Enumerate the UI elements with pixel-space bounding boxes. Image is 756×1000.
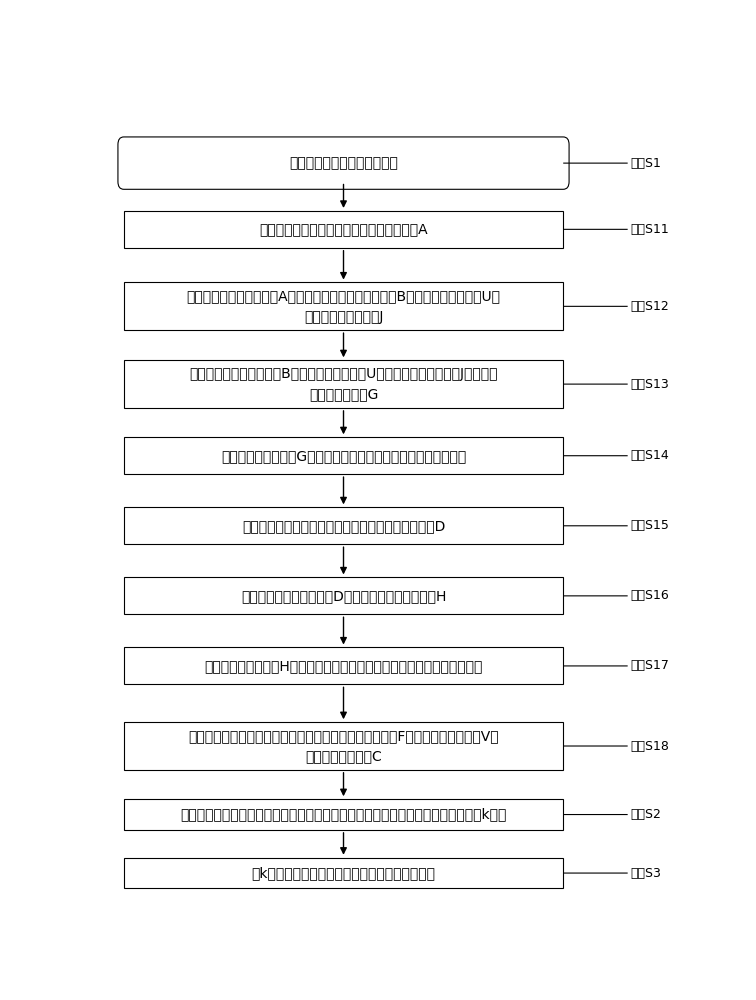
Text: 循环执行一稳态自由进动序列: 循环执行一稳态自由进动序列 [289,156,398,170]
Text: 步骤S18: 步骤S18 [631,740,670,753]
Text: 步骤S1: 步骤S1 [631,157,662,170]
Text: 步骤S17: 步骤S17 [631,659,670,672]
FancyBboxPatch shape [124,799,563,830]
FancyBboxPatch shape [118,137,569,189]
Text: 步骤S15: 步骤S15 [631,519,670,532]
FancyBboxPatch shape [124,577,563,614]
FancyBboxPatch shape [124,722,563,770]
Text: 施加激发脉冲，同时施加第一层面选择梯度A: 施加激发脉冲，同时施加第一层面选择梯度A [259,222,428,236]
Text: 步骤S2: 步骤S2 [631,808,662,821]
Text: 对k空间的数据进行傅里叶变换，得到磁共振图像: 对k空间的数据进行傅里叶变换，得到磁共振图像 [252,866,435,880]
FancyBboxPatch shape [124,211,563,248]
Text: 采集得到回波平移信号之后，施加第三层面选择梯度D: 采集得到回波平移信号之后，施加第三层面选择梯度D [242,519,445,533]
Text: 利用循环执行稳态自由进动序列得到的回波平移信号和时间反转稳态进动信号填充k空间: 利用循环执行稳态自由进动序列得到的回波平移信号和时间反转稳态进动信号填充k空间 [181,808,507,822]
Text: 在施加第二读出梯度H的同时采集磁共振信号，得到时间反转稳态进动信号: 在施加第二读出梯度H的同时采集磁共振信号，得到时间反转稳态进动信号 [204,659,482,673]
FancyBboxPatch shape [124,282,563,330]
Text: 步骤S3: 步骤S3 [631,867,662,880]
FancyBboxPatch shape [124,647,563,684]
Text: 步骤S14: 步骤S14 [631,449,669,462]
Text: 在施加第一层面选择梯度A之后，施加第二层面选择梯度B、第一相位编码梯度U、
以及读出预散相梯度J: 在施加第一层面选择梯度A之后，施加第二层面选择梯度B、第一相位编码梯度U、 以及… [187,289,500,324]
Text: 步骤S12: 步骤S12 [631,300,669,313]
Text: 步骤S13: 步骤S13 [631,378,669,391]
FancyBboxPatch shape [124,437,563,474]
Text: 采集得到时间反转稳态进动信号之后，施加读出回聚梯度F、第二相位编码梯度V、
第四层面选择梯度C: 采集得到时间反转稳态进动信号之后，施加读出回聚梯度F、第二相位编码梯度V、 第四… [188,729,499,763]
Text: 在施加第一读出梯度G的同时采集磁共振信号，得到回波平移信号: 在施加第一读出梯度G的同时采集磁共振信号，得到回波平移信号 [221,449,466,463]
Text: 在施加第二层面选择梯度B、第一相位编码梯度U、以及读出预散相梯度J之后，施
加第一读出梯度G: 在施加第二层面选择梯度B、第一相位编码梯度U、以及读出预散相梯度J之后，施 加第… [189,367,497,401]
FancyBboxPatch shape [124,360,563,408]
Text: 在施加第三层面选择梯度D之后，施加第二读出梯度H: 在施加第三层面选择梯度D之后，施加第二读出梯度H [241,589,446,603]
FancyBboxPatch shape [124,507,563,544]
FancyBboxPatch shape [124,858,563,888]
Text: 步骤S11: 步骤S11 [631,223,669,236]
Text: 步骤S16: 步骤S16 [631,589,669,602]
